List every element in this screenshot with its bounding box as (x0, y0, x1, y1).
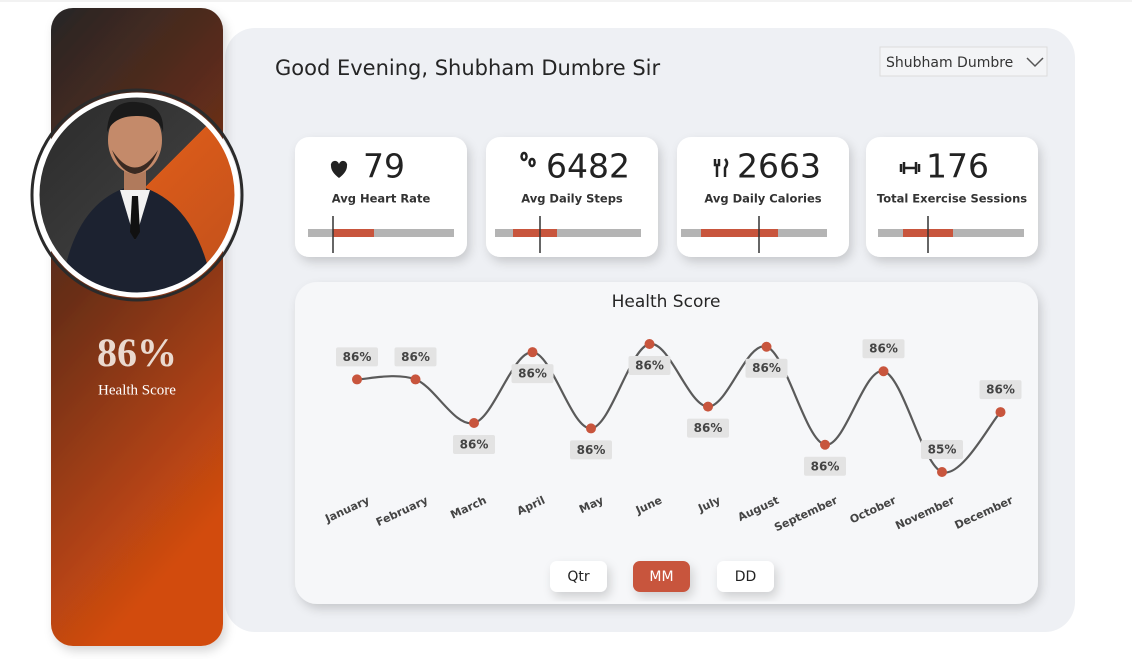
value-label: 86% (343, 350, 372, 364)
chart-title: Health Score (612, 292, 721, 312)
value-label-bg (511, 364, 554, 384)
value-label-bg (979, 380, 1022, 400)
kpi-label: Avg Daily Calories (704, 192, 821, 206)
value-label-bg (336, 347, 378, 367)
value-label: 86% (460, 437, 489, 451)
dropdown-box[interactable] (879, 46, 1048, 77)
value-label-bg (862, 339, 905, 359)
kpi-card: 2663 Avg Daily Calories (677, 137, 849, 257)
chevron[interactable] (1026, 57, 1044, 68)
kpi-value: 2663 (737, 147, 821, 186)
kpi-card-bg (486, 137, 658, 257)
point (761, 341, 772, 352)
value-label-bg (921, 440, 963, 459)
value-label-bg (628, 356, 671, 375)
kpi-value: 6482 (546, 147, 630, 186)
value-label: 86% (401, 350, 430, 364)
bullet-fill (513, 229, 557, 237)
health-score-value: 86% (97, 330, 177, 375)
button-bg[interactable] (550, 561, 607, 592)
point (469, 417, 479, 428)
bullet-fill (333, 229, 374, 237)
dropdown-value[interactable]: Shubham Dumbre (886, 55, 1013, 71)
kpi-icon (713, 158, 729, 177)
button-label[interactable]: DD (735, 569, 757, 585)
kpi-icon (520, 151, 536, 168)
kpi-card: 6482 Avg Daily Steps (486, 137, 658, 257)
kpi-card-bg (677, 137, 849, 257)
value-label-bg (570, 440, 612, 460)
kpi-label: Avg Heart Rate (332, 192, 431, 206)
value-label-bg (804, 456, 846, 476)
point (703, 401, 713, 412)
value-label: 86% (811, 459, 840, 473)
kpi-value: 79 (363, 147, 405, 186)
greeting: Good Evening, Shubham Dumbre Sir (275, 56, 661, 80)
point (352, 374, 362, 385)
toggle-button[interactable]: Qtr (550, 561, 607, 592)
bullet-track (495, 229, 641, 237)
point (820, 439, 830, 450)
value-label: 86% (986, 383, 1015, 397)
button-label[interactable]: Qtr (567, 569, 590, 585)
kpi-label: Total Exercise Sessions (877, 192, 1027, 206)
health-score-label: Health Score (98, 382, 176, 398)
avatar-ring (34, 92, 240, 298)
point (527, 347, 538, 358)
kpi-icon (330, 160, 348, 178)
point (995, 407, 1006, 418)
kpi-label: Avg Daily Steps (521, 192, 623, 206)
value-label: 86% (518, 367, 547, 381)
toggle-button[interactable]: MM (633, 561, 690, 592)
value-label-bg (745, 358, 788, 378)
value-label: 85% (928, 443, 957, 457)
bullet-fill (701, 229, 778, 237)
kpi-icon (899, 162, 921, 174)
bullet-track (308, 229, 454, 237)
button-bg[interactable] (717, 561, 774, 592)
value-label-bg (687, 418, 729, 438)
point (644, 339, 655, 349)
kpi-value: 176 (926, 147, 989, 186)
avatar-photo (37, 95, 237, 295)
button-label[interactable]: MM (649, 569, 673, 585)
value-label: 86% (694, 421, 723, 435)
chart-card (295, 282, 1038, 604)
point (937, 467, 947, 477)
button-bg[interactable] (633, 561, 690, 592)
value-label-bg (394, 347, 437, 367)
avatar-outer-ring (30, 88, 244, 302)
kpi-card: 79 Avg Heart Rate (295, 137, 467, 257)
value-label: 86% (635, 359, 664, 373)
point (410, 374, 421, 385)
value-label-bg (453, 434, 495, 454)
toggle-button[interactable]: DD (717, 561, 774, 592)
user-dropdown[interactable]: Shubham Dumbre (879, 46, 1048, 77)
value-label: 86% (577, 443, 606, 457)
value-label: 86% (752, 361, 781, 375)
kpi-card: 176 Total Exercise Sessions (866, 137, 1038, 257)
point (586, 423, 596, 434)
value-label: 86% (869, 342, 898, 356)
point (878, 366, 889, 377)
